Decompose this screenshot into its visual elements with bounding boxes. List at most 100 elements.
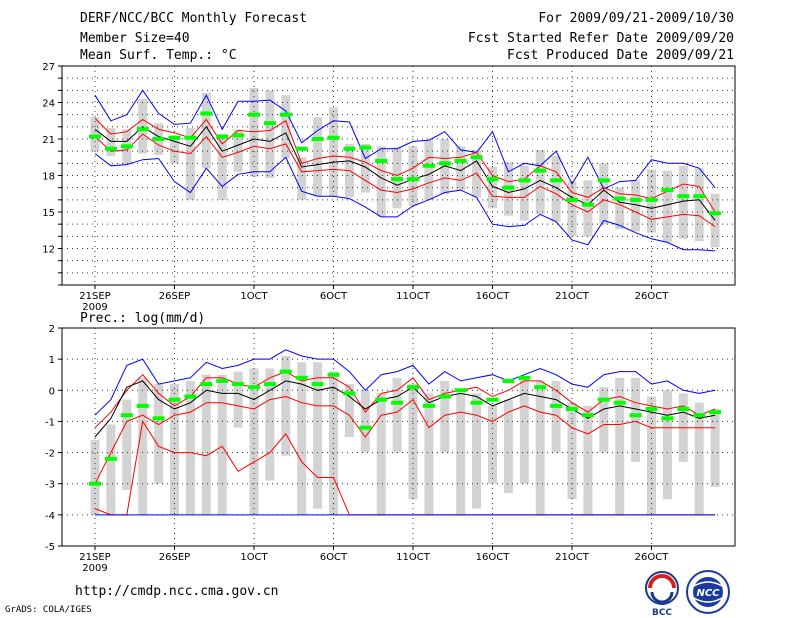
spread-box: [456, 393, 466, 515]
spread-box: [106, 424, 116, 515]
observed-marker: [168, 397, 181, 402]
spread-box: [233, 129, 243, 172]
observed-marker: [502, 185, 515, 190]
observed-marker: [200, 382, 213, 387]
spread-box: [694, 402, 704, 515]
spread-box: [344, 384, 354, 437]
spread-box: [567, 181, 577, 237]
spread-box: [615, 187, 625, 230]
spread-box: [535, 149, 545, 215]
y-tick-label: -3: [45, 480, 55, 491]
spread-box: [710, 193, 720, 248]
spread-box: [392, 377, 402, 453]
ncc-logo: NCC: [686, 570, 730, 614]
observed-marker: [232, 382, 245, 387]
observed-marker: [184, 135, 197, 140]
observed-marker: [566, 406, 578, 411]
observed-marker: [327, 372, 340, 377]
spread-box: [472, 393, 482, 509]
observed-marker: [216, 134, 229, 139]
y-tick-label: -1: [45, 417, 55, 428]
observed-marker: [89, 134, 101, 139]
spread-box: [281, 356, 291, 456]
observed-marker: [422, 403, 435, 408]
x-tick-label: 26OCT: [635, 552, 670, 563]
precipitation-label: Prec.: log(mm/d): [80, 311, 206, 326]
spread-box: [281, 95, 291, 159]
spread-box: [551, 380, 561, 453]
footer-url[interactable]: http://cmdp.ncc.cma.gov.cn: [75, 584, 279, 599]
spread-box: [154, 384, 164, 484]
forecast-start-date: Fcst Started Refer Date 2009/09/20: [467, 31, 734, 46]
observed-marker: [200, 111, 213, 116]
spread-box: [360, 143, 370, 193]
observed-marker: [454, 158, 467, 163]
spread-box: [583, 405, 593, 515]
spread-box: [217, 374, 227, 515]
plot-frame: [61, 327, 736, 547]
observed-marker: [693, 413, 706, 418]
spread-box: [297, 157, 307, 200]
y-tick-label: 21: [42, 135, 55, 146]
observed-marker: [566, 197, 578, 202]
observed-marker: [359, 425, 372, 430]
spread-box: [138, 377, 148, 515]
spread-box: [662, 390, 672, 500]
footer-credit: GrADS: COLA/IGES: [5, 605, 92, 615]
x-tick-label: 26SEP: [159, 291, 190, 302]
spread-box: [424, 140, 434, 200]
observed-marker: [120, 413, 133, 418]
observed-marker: [629, 197, 642, 202]
observed-marker: [391, 400, 404, 405]
observed-marker: [343, 391, 356, 396]
observed-marker: [534, 168, 547, 173]
spread-box: [313, 362, 323, 509]
variable-label: Mean Surf. Temp.: °C: [80, 48, 237, 63]
observed-marker: [407, 177, 419, 182]
observed-marker: [454, 388, 467, 393]
spread-box: [519, 165, 529, 221]
observed-marker: [311, 137, 324, 141]
spread-box: [535, 380, 545, 515]
observed-marker: [486, 397, 499, 402]
observed-marker: [502, 378, 515, 383]
observed-marker: [518, 375, 531, 380]
series-min: [94, 153, 716, 252]
x-tick-label: 16OCT: [476, 291, 511, 302]
observed-marker: [422, 163, 435, 168]
observed-marker: [581, 413, 594, 418]
spread-box: [90, 440, 100, 515]
series-mean: [94, 125, 716, 221]
year-label: 2009: [82, 302, 107, 313]
observed-marker: [550, 178, 563, 183]
observed-marker: [152, 137, 165, 141]
series-upper: [94, 117, 716, 213]
spread-box: [313, 117, 323, 197]
observed-marker: [629, 413, 642, 418]
observed-marker: [550, 403, 563, 408]
observed-marker: [263, 121, 276, 126]
bcc-logo-text: BCC: [652, 608, 672, 618]
spread-box: [631, 377, 641, 462]
observed-marker: [327, 135, 340, 140]
spread-box: [440, 380, 450, 453]
observed-marker: [232, 133, 245, 138]
observed-marker: [359, 145, 372, 150]
forecast-produced-date: Fcst Produced Date 2009/09/21: [507, 48, 734, 63]
observed-marker: [613, 196, 626, 201]
observed-marker: [152, 416, 165, 421]
year-label: 2009: [82, 563, 107, 574]
observed-marker: [709, 410, 722, 415]
spread-box: [519, 377, 529, 484]
x-tick-label: 11OCT: [396, 291, 431, 302]
observed-marker: [279, 112, 292, 117]
observed-marker: [168, 135, 181, 140]
observed-marker: [581, 202, 594, 207]
spread-box: [185, 128, 195, 200]
observed-marker: [470, 400, 483, 405]
y-tick-label: 1: [49, 355, 55, 366]
spread-box: [201, 374, 211, 515]
y-tick-label: 0: [49, 386, 55, 397]
